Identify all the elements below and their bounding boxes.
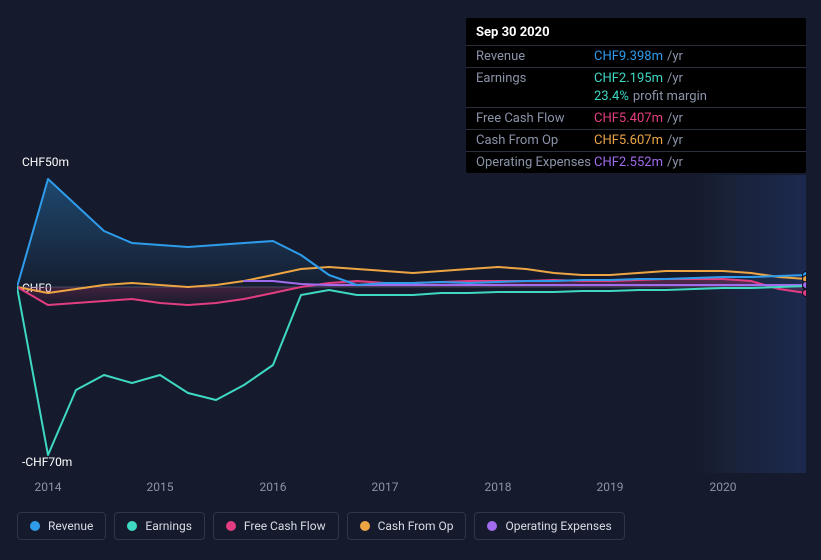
tooltip-row-free-cash-flow: Free Cash FlowCHF5.407m/yr (466, 107, 806, 129)
y-axis-label-top: CHF50m (22, 155, 69, 169)
legend-label: Operating Expenses (505, 519, 611, 533)
x-tick-2016: 2016 (260, 480, 287, 494)
legend-swatch-icon (127, 521, 137, 531)
x-tick-2017: 2017 (372, 480, 399, 494)
tooltip-row-value: CHF2.195m (594, 71, 663, 86)
tooltip-row-value: CHF5.607m (594, 133, 663, 148)
tooltip-row-unit: /yr (667, 49, 683, 64)
tooltip-row-value: CHF2.552m (594, 155, 663, 170)
profit-margin-label: profit margin (633, 89, 707, 104)
legend-toggle-fcf[interactable]: Free Cash Flow (213, 512, 339, 540)
legend-toggle-opex[interactable]: Operating Expenses (474, 512, 624, 540)
legend-swatch-icon (226, 521, 236, 531)
legend-swatch-icon (30, 521, 40, 531)
legend-toggle-earnings[interactable]: Earnings (114, 512, 205, 540)
tooltip-row-value: CHF9.398m (594, 49, 663, 64)
legend-toggle-revenue[interactable]: Revenue (17, 512, 106, 540)
legend-label: Free Cash Flow (244, 519, 326, 533)
profit-margin-value: 23.4% (594, 89, 629, 104)
legend-swatch-icon (360, 521, 370, 531)
x-tick-2014: 2014 (35, 480, 62, 494)
legend-label: Revenue (48, 519, 93, 533)
tooltip-row-revenue: RevenueCHF9.398m/yr (466, 45, 806, 67)
legend-swatch-icon (487, 521, 497, 531)
tooltip-row-unit: /yr (667, 71, 683, 86)
x-tick-2015: 2015 (147, 480, 174, 494)
legend-toggle-cfo[interactable]: Cash From Op (347, 512, 467, 540)
tooltip-row-label: Free Cash Flow (476, 111, 594, 126)
tooltip-row-cash-from-op: Cash From OpCHF5.607m/yr (466, 129, 806, 151)
financial-chart: { "tooltip": { "date": "Sep 30 2020", "r… (0, 0, 821, 560)
chart-plot-area[interactable] (17, 175, 806, 473)
x-tick-2020: 2020 (710, 480, 737, 494)
tooltip-row-label: Revenue (476, 49, 594, 64)
tooltip-row-earnings: EarningsCHF2.195m/yr (466, 67, 806, 89)
x-axis: 2014 2015 2016 2017 2018 2019 2020 (17, 480, 806, 500)
tooltip-row-label: Operating Expenses (476, 155, 594, 170)
tooltip-date: Sep 30 2020 (466, 18, 806, 45)
legend-label: Cash From Op (378, 519, 454, 533)
data-tooltip: Sep 30 2020 RevenueCHF9.398m/yrEarningsC… (466, 18, 806, 173)
x-tick-2019: 2019 (597, 480, 624, 494)
tooltip-row-label: Earnings (476, 71, 594, 86)
tooltip-row-unit: /yr (667, 155, 683, 170)
legend-label: Earnings (145, 519, 192, 533)
tooltip-row-unit: /yr (667, 133, 683, 148)
tooltip-row-value: CHF5.407m (594, 111, 663, 126)
tooltip-profit-margin: 23.4% profit margin (466, 89, 806, 107)
tooltip-row-label: Cash From Op (476, 133, 594, 148)
x-tick-2018: 2018 (485, 480, 512, 494)
tooltip-row-unit: /yr (667, 111, 683, 126)
legend: Revenue Earnings Free Cash Flow Cash From O… (17, 512, 625, 540)
tooltip-row-operating-expenses: Operating ExpensesCHF2.552m/yr (466, 151, 806, 173)
chart-svg (17, 175, 806, 473)
